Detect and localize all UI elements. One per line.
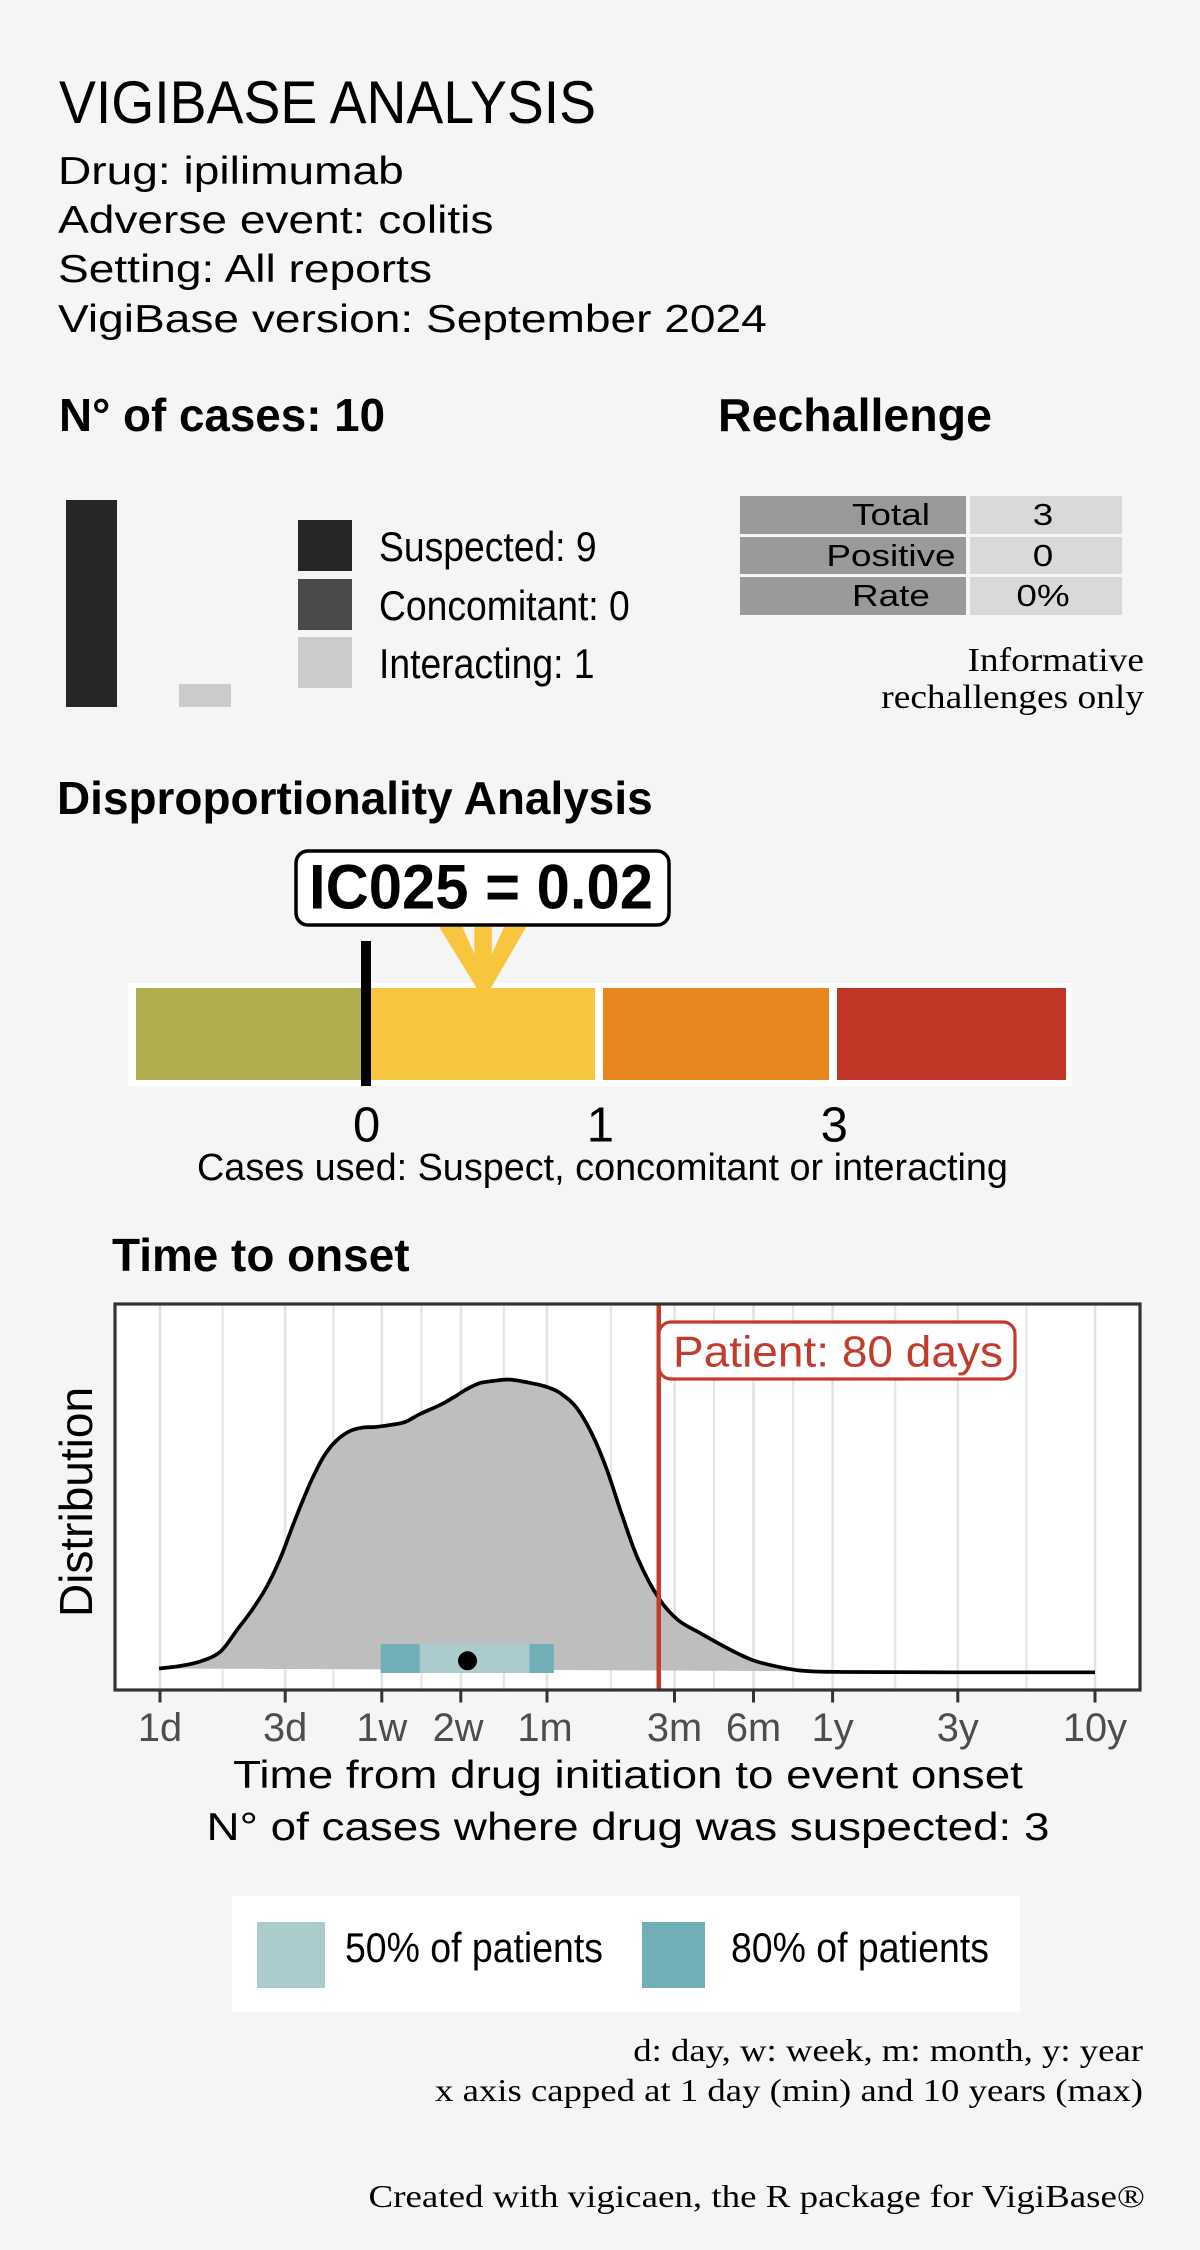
svg-text:3m: 3m [647,1706,702,1750]
svg-text:3y: 3y [937,1706,979,1750]
svg-text:1d: 1d [138,1706,182,1750]
svg-text:3: 3 [821,1098,848,1150]
svg-text:1w: 1w [356,1706,407,1750]
svg-text:6m: 6m [726,1706,781,1750]
svg-text:3d: 3d [263,1706,307,1750]
svg-text:10y: 10y [1063,1706,1127,1750]
svg-text:1y: 1y [812,1706,854,1750]
svg-text:Patient: 80 days: Patient: 80 days [673,1328,1003,1376]
svg-text:IC025 = 0.02: IC025 = 0.02 [309,853,653,923]
svg-text:0: 0 [353,1098,380,1150]
svg-text:1m: 1m [517,1706,572,1750]
svg-text:2w: 2w [433,1706,484,1750]
svg-text:1: 1 [587,1098,614,1150]
